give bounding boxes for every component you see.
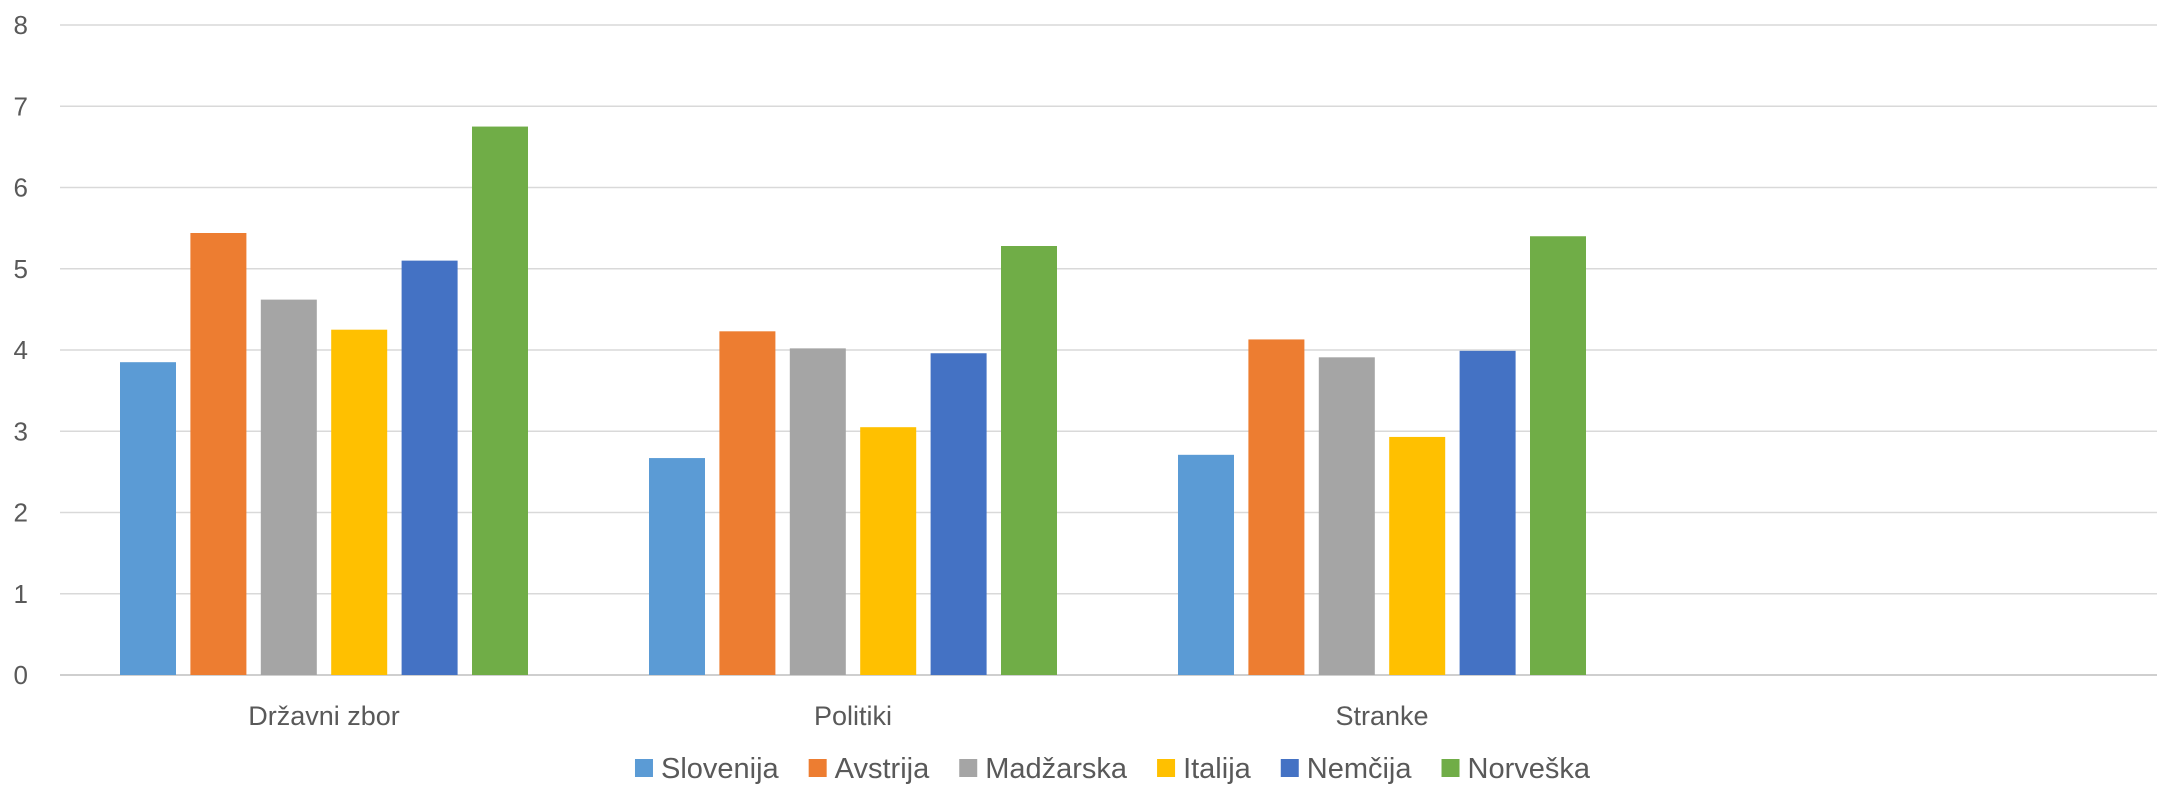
legend-swatch	[959, 759, 978, 777]
legend-item: Madžarska	[959, 753, 1128, 785]
y-tick-label: 3	[14, 416, 28, 446]
x-axis-categories: Državni zbor Politiki Stranke	[248, 701, 1428, 731]
y-tick-label: 2	[14, 498, 28, 528]
bar-2-1	[789, 348, 846, 675]
legend-swatch	[1441, 759, 1460, 777]
bar-4-1	[930, 353, 987, 675]
y-tick-label: 1	[14, 579, 28, 609]
bar-0-0	[120, 362, 176, 675]
bar-1-1	[719, 331, 776, 675]
category-label: Politiki	[814, 701, 892, 731]
y-tick-label: 6	[14, 173, 28, 203]
bar-0-2	[1178, 454, 1234, 675]
category-label: Državni zbor	[248, 701, 400, 731]
bar-4-2	[1459, 350, 1516, 675]
bar-2-0	[260, 299, 317, 675]
bar-3-0	[331, 329, 388, 675]
legend-swatch	[1280, 759, 1299, 777]
bar-1-2	[1248, 339, 1305, 675]
legend-item: Avstrija	[808, 753, 930, 785]
y-tick-label: 5	[14, 254, 28, 284]
bar-1-0	[190, 233, 247, 675]
bars	[120, 126, 1586, 675]
bar-5-0	[472, 126, 528, 675]
legend-label: Slovenija	[661, 753, 780, 785]
bar-3-1	[860, 427, 917, 675]
y-tick-label: 0	[14, 660, 28, 690]
legend-item: Norveška	[1441, 753, 1591, 785]
legend-swatch	[1157, 759, 1176, 777]
legend-label: Madžarska	[985, 753, 1128, 785]
legend-swatch	[634, 759, 653, 777]
legend-swatch	[808, 759, 827, 777]
y-tick-label: 4	[14, 335, 28, 365]
legend-label: Italija	[1183, 753, 1252, 785]
y-axis-ticks: 0 1 2 3 4 5 6 7 8	[14, 10, 28, 690]
category-label: Stranke	[1335, 701, 1428, 731]
bar-5-2	[1530, 236, 1586, 675]
bar-5-1	[1001, 246, 1057, 675]
legend-label: Nemčija	[1307, 753, 1413, 785]
bar-2-2	[1318, 357, 1375, 675]
legend-label: Avstrija	[835, 753, 930, 785]
bar-3-2	[1389, 436, 1446, 675]
y-tick-label: 8	[14, 10, 28, 40]
bar-0-1	[649, 458, 705, 675]
y-tick-label: 7	[14, 91, 28, 121]
legend: Slovenija Avstrija Madžarska Italija Nemčija…	[634, 753, 1591, 785]
bar-4-0	[401, 260, 458, 675]
legend-item: Italija	[1157, 753, 1252, 785]
legend-label: Norveška	[1468, 753, 1591, 785]
legend-item: Slovenija	[634, 753, 780, 785]
legend-item: Nemčija	[1280, 753, 1413, 785]
